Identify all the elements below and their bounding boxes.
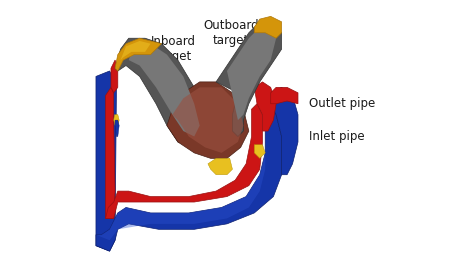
Polygon shape bbox=[227, 27, 276, 120]
Polygon shape bbox=[129, 44, 200, 136]
Polygon shape bbox=[96, 153, 265, 240]
Polygon shape bbox=[254, 82, 276, 131]
Polygon shape bbox=[208, 158, 232, 175]
Polygon shape bbox=[173, 87, 243, 153]
Polygon shape bbox=[105, 104, 262, 218]
Polygon shape bbox=[115, 120, 119, 136]
Polygon shape bbox=[96, 104, 281, 251]
Polygon shape bbox=[105, 87, 115, 218]
Polygon shape bbox=[216, 22, 281, 136]
Polygon shape bbox=[254, 16, 281, 38]
Polygon shape bbox=[271, 87, 298, 175]
Text: Outlet pipe: Outlet pipe bbox=[309, 97, 375, 110]
Polygon shape bbox=[111, 60, 118, 93]
Text: Inboard
target: Inboard target bbox=[151, 35, 196, 63]
Polygon shape bbox=[120, 41, 151, 60]
Polygon shape bbox=[271, 87, 298, 104]
Text: Central
part: Central part bbox=[167, 95, 211, 123]
Polygon shape bbox=[114, 115, 119, 126]
Text: Outboard
target: Outboard target bbox=[203, 19, 259, 47]
Polygon shape bbox=[115, 38, 162, 71]
Polygon shape bbox=[254, 145, 265, 158]
Polygon shape bbox=[167, 82, 249, 158]
Polygon shape bbox=[96, 71, 116, 251]
Text: Inlet pipe: Inlet pipe bbox=[309, 130, 365, 143]
Polygon shape bbox=[115, 38, 205, 147]
